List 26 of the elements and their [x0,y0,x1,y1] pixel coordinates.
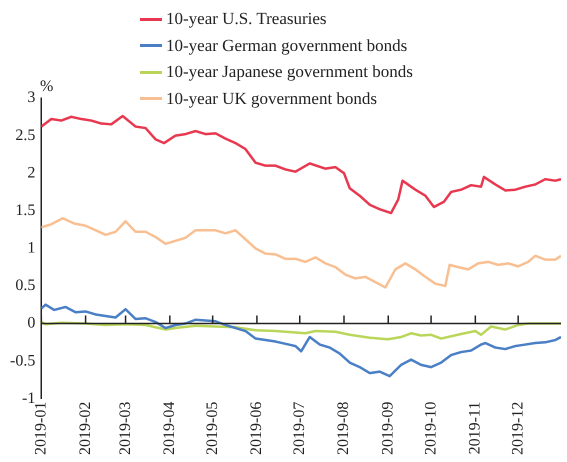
legend-label: 10-year German government bonds [166,36,408,56]
x-tick-label: 2019-12 [509,402,526,455]
x-tick-label: 2019-02 [76,402,94,455]
x-tick-label: 2019-01 [32,402,50,455]
y-tick-label: -0.5 [10,352,36,370]
y-tick-label: 1.5 [15,202,36,219]
x-tick-label: 2019-05 [204,402,221,455]
x-tick-label: 2019-09 [379,402,396,455]
x-tick-label: 2019-06 [248,402,266,455]
x-tick-label: 2019-11 [466,402,484,454]
x-tick-label: 2019-04 [161,402,178,455]
y-tick-label: 1 [27,240,36,257]
x-tick-label: 2019-03 [116,402,134,455]
legend-label: 10-year U.S. Treasuries [166,9,327,30]
y-tick-label: 2 [27,164,36,182]
y-tick-label: 0.5 [15,277,36,294]
y-tick-label: -1 [22,390,36,407]
x-tick-label: 2019-08 [335,402,352,455]
y-tick-label: 0 [27,314,36,332]
y-axis-title: % [40,78,54,96]
x-tick-label: 2019-10 [422,402,440,455]
y-tick-label: 2.5 [15,126,36,144]
legend-label: 10-year UK government bonds [166,88,378,109]
y-tick-label: 3 [27,89,36,106]
legend-label: 10-year Japanese government bonds [166,62,413,82]
x-tick-label: 2019-07 [290,402,308,455]
